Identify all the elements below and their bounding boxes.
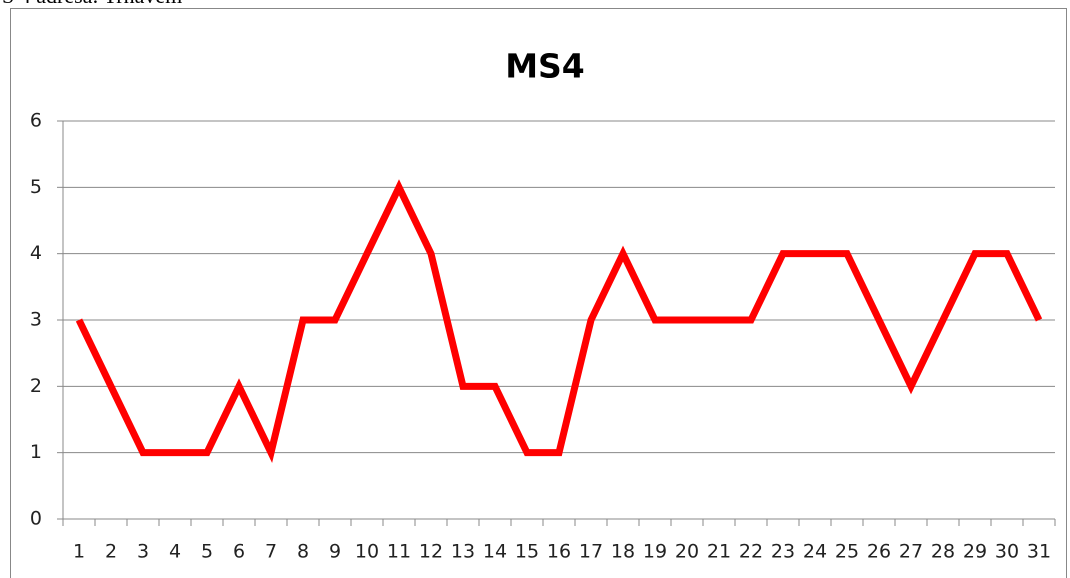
x-tick-label: 26	[867, 541, 891, 563]
x-tick-label: 21	[707, 541, 731, 563]
y-tick-label: 1	[30, 441, 42, 463]
x-tick-label: 31	[1027, 541, 1051, 563]
x-tick-label: 24	[803, 541, 827, 563]
x-tick-label: 15	[515, 541, 539, 563]
header-text: S 4 adresa: Trnavem	[2, 0, 182, 8]
x-tick-label: 11	[387, 541, 411, 563]
y-tick-label: 3	[30, 309, 42, 331]
y-tick-label: 0	[30, 508, 42, 530]
x-tick-label: 10	[355, 541, 379, 563]
x-tick-label: 17	[579, 541, 603, 563]
x-tick-label: 28	[931, 541, 955, 563]
x-tick-label: 2	[105, 541, 117, 563]
x-tick-label: 27	[899, 541, 923, 563]
x-tick-label: 1	[73, 541, 85, 563]
x-tick-label: 18	[611, 541, 635, 563]
x-tick-label: 14	[483, 541, 507, 563]
x-tick-label: 29	[963, 541, 987, 563]
x-tick-label: 4	[169, 541, 181, 563]
x-tick-label: 30	[995, 541, 1019, 563]
data-line	[75, 179, 1043, 464]
y-tick-label: 2	[30, 375, 42, 397]
x-tick-label: 3	[137, 541, 149, 563]
x-tick-label: 12	[419, 541, 443, 563]
x-tick-label: 7	[265, 541, 277, 563]
x-tick-label: 8	[297, 541, 309, 563]
x-tick-label: 16	[547, 541, 571, 563]
x-tick-label: 20	[675, 541, 699, 563]
x-tick-label: 13	[451, 541, 475, 563]
y-tick-label: 4	[30, 242, 42, 264]
x-tick-label: 5	[201, 541, 213, 563]
y-tick-label: 6	[30, 110, 42, 132]
x-tick-label: 6	[233, 541, 245, 563]
x-tick-label: 9	[329, 541, 341, 563]
chart-title: MS4	[505, 47, 585, 86]
x-tick-label: 19	[643, 541, 667, 563]
x-tick-label: 23	[771, 541, 795, 563]
y-tick-label: 5	[30, 176, 42, 198]
x-tick-label: 22	[739, 541, 763, 563]
x-tick-label: 25	[835, 541, 859, 563]
chart-frame	[10, 8, 1067, 578]
